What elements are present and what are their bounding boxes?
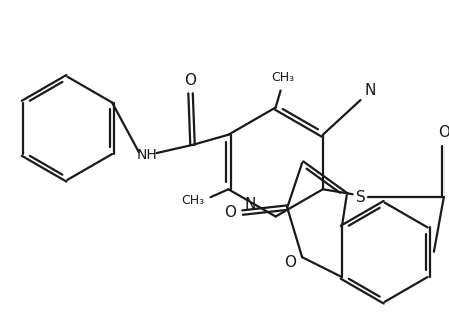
Text: O: O (438, 125, 449, 140)
Text: CH₃: CH₃ (181, 194, 204, 207)
Text: CH₃: CH₃ (271, 71, 294, 84)
Text: S: S (356, 190, 365, 205)
Text: O: O (224, 205, 236, 220)
Text: O: O (185, 73, 197, 88)
Text: NH: NH (136, 148, 157, 162)
Text: O: O (284, 255, 296, 270)
Text: N: N (244, 197, 256, 213)
Text: N: N (365, 83, 376, 98)
